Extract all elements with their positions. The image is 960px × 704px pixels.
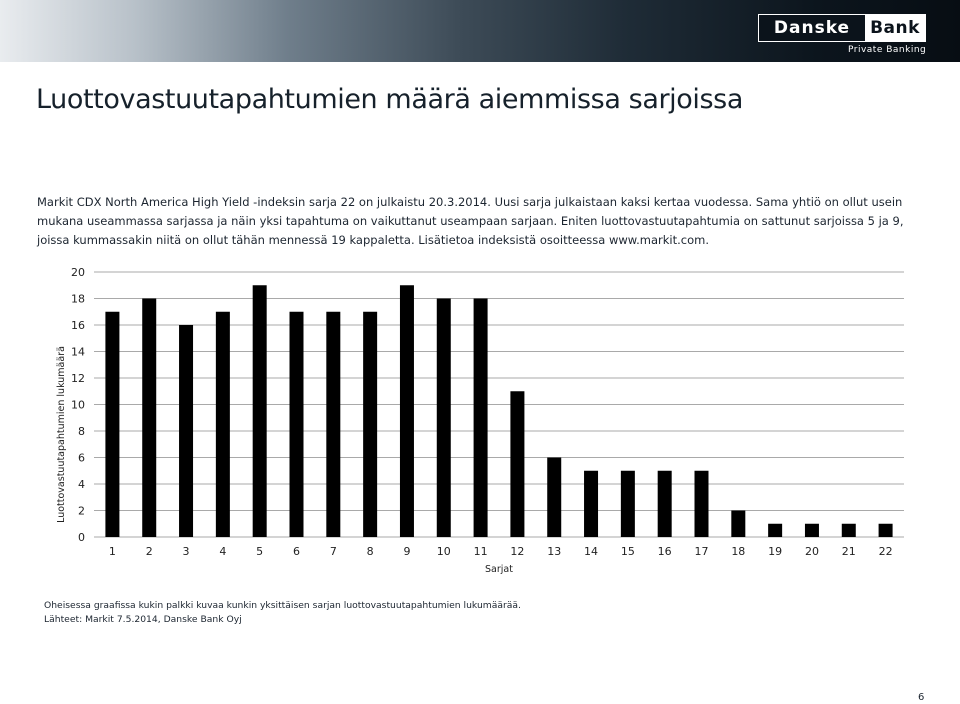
x-tick-label: 15: [621, 545, 635, 558]
logo-part1: Danske: [759, 15, 865, 41]
x-tick-label: 1: [109, 545, 116, 558]
y-tick-label: 14: [71, 346, 85, 359]
y-tick-label: 18: [71, 293, 85, 306]
x-tick-label: 22: [879, 545, 893, 558]
bar: [326, 311, 341, 537]
footnote: Oheisessa graafissa kukin palkki kuvaa k…: [44, 599, 521, 627]
bar: [215, 311, 230, 537]
y-tick-label: 4: [78, 478, 85, 491]
y-tick-label: 8: [78, 425, 85, 438]
bar: [436, 298, 451, 537]
y-tick-label: 2: [78, 505, 85, 518]
footnote-line2: Lähteet: Markit 7.5.2014, Danske Bank Oy…: [44, 614, 242, 625]
bar: [547, 457, 562, 537]
y-tick-label: 12: [71, 372, 85, 385]
x-tick-label: 7: [330, 545, 337, 558]
bar: [289, 311, 304, 537]
bar: [584, 470, 599, 537]
bar: [841, 523, 856, 537]
page-number: 6: [918, 692, 925, 703]
x-tick-label: 10: [437, 545, 451, 558]
x-tick-label: 12: [510, 545, 524, 558]
bar: [657, 470, 672, 537]
bar: [768, 523, 783, 537]
bar: [142, 298, 157, 537]
x-tick-label: 9: [403, 545, 410, 558]
logo-subtitle: Private Banking: [848, 45, 927, 55]
y-axis-title: Luottovastuutapahtumien lukumäärä: [56, 346, 67, 523]
bar: [473, 298, 488, 537]
x-tick-label: 5: [256, 545, 263, 558]
x-tick-label: 6: [293, 545, 300, 558]
bar: [105, 311, 120, 537]
x-tick-label: 3: [183, 545, 190, 558]
y-tick-label: 20: [71, 266, 85, 279]
bar: [510, 391, 525, 537]
x-axis-title: Sarjat: [485, 564, 513, 575]
bar: [731, 510, 746, 537]
y-tick-label: 16: [71, 319, 85, 332]
y-tick-label: 6: [78, 452, 85, 465]
bar: [363, 311, 378, 537]
x-tick-label: 16: [658, 545, 672, 558]
bar: [399, 285, 414, 537]
bar: [694, 470, 709, 537]
x-tick-label: 20: [805, 545, 819, 558]
bar: [878, 523, 893, 537]
bar: [179, 325, 194, 537]
bar: [252, 285, 267, 537]
bar: [804, 523, 819, 537]
x-tick-label: 21: [842, 545, 856, 558]
x-tick-label: 8: [367, 545, 374, 558]
x-tick-label: 11: [474, 545, 488, 558]
logo-part2: Bank: [865, 15, 925, 41]
x-tick-label: 18: [731, 545, 745, 558]
x-tick-label: 17: [695, 545, 709, 558]
intro-text: Markit CDX North America High Yield -ind…: [37, 195, 904, 247]
x-tick-label: 13: [547, 545, 561, 558]
x-tick-label: 19: [768, 545, 782, 558]
danske-bank-logo: Danske Bank: [758, 14, 926, 42]
x-tick-label: 2: [146, 545, 153, 558]
bar: [620, 470, 635, 537]
x-tick-label: 4: [219, 545, 226, 558]
y-tick-label: 0: [78, 531, 85, 544]
footnote-line1: Oheisessa graafissa kukin palkki kuvaa k…: [44, 600, 521, 611]
page-title: Luottovastuutapahtumien määrä aiemmissa …: [36, 84, 743, 115]
y-tick-label: 10: [71, 399, 85, 412]
x-tick-label: 14: [584, 545, 598, 558]
